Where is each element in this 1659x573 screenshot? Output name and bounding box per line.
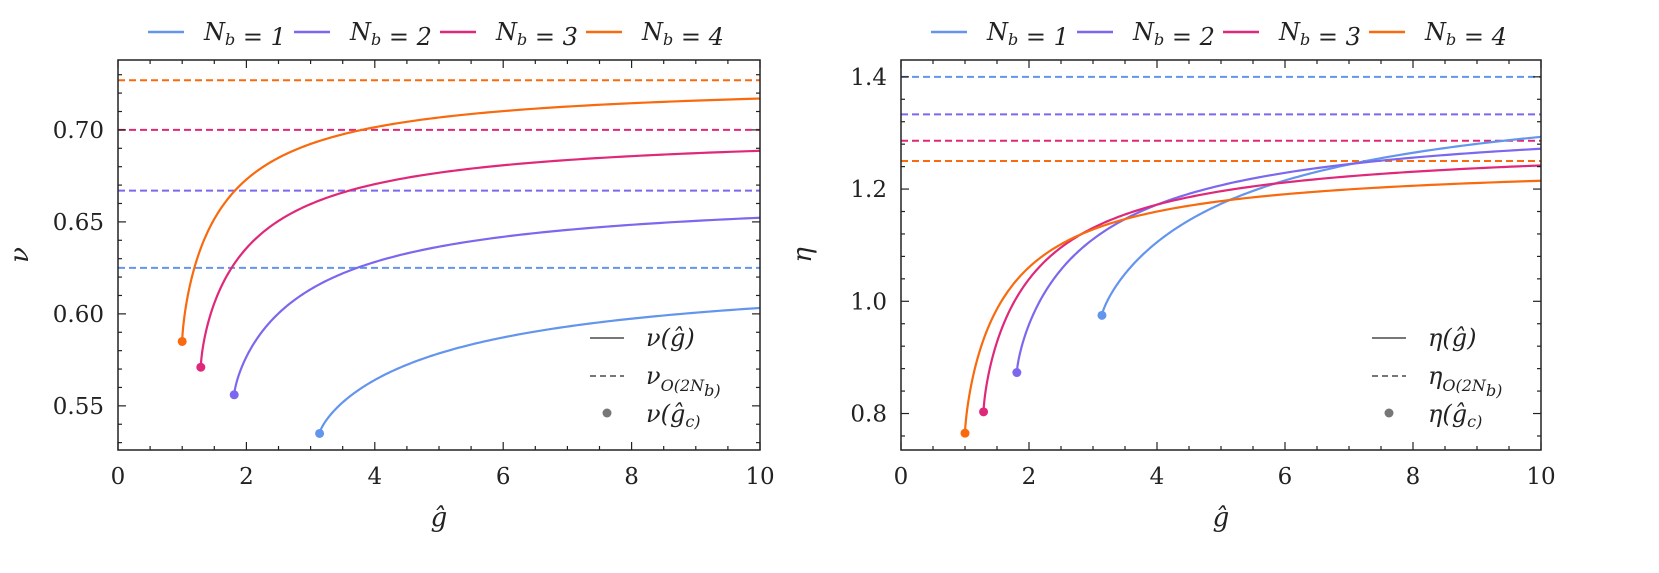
curve-nb1 <box>1100 135 1541 316</box>
y-tick-label: 1.4 <box>850 65 887 91</box>
legend-style-label-1: η(ĝ) <box>1428 324 1476 352</box>
x-tick-label: 10 <box>1526 464 1555 490</box>
legend-label-nb4: Nb = 4 <box>1424 18 1507 51</box>
critical-point-nb1 <box>315 428 325 438</box>
legend-style-label-1: ν(ĝ) <box>646 324 695 352</box>
y-tick-label: 0.55 <box>53 394 104 420</box>
legend-label-nb2: Nb = 2 <box>349 18 432 51</box>
critical-point-nb1 <box>1097 310 1107 320</box>
y-tick-label: 1.2 <box>850 177 887 203</box>
x-tick-label: 4 <box>1150 464 1165 490</box>
legend-label-nb4: Nb = 4 <box>641 18 724 51</box>
legend-label-nb1: Nb = 1 <box>986 18 1069 51</box>
curve-nb4 <box>181 97 760 342</box>
x-tick-label: 10 <box>745 464 774 490</box>
curve-nb4 <box>963 179 1541 434</box>
x-tick-label: 0 <box>894 464 909 490</box>
critical-point-nb3 <box>979 407 989 417</box>
legend-style-label-3: ν(ĝc) <box>646 400 701 431</box>
legend-label-nb2: Nb = 2 <box>1132 18 1215 51</box>
legend-label-nb1: Nb = 1 <box>203 18 286 51</box>
x-tick-label: 8 <box>624 464 639 490</box>
x-tick-label: 0 <box>111 464 126 490</box>
x-tick-label: 2 <box>1022 464 1037 490</box>
legend-style-label-2: νO(2Nb) <box>646 362 721 400</box>
x-axis-label: ĝ <box>1213 503 1230 533</box>
legend-label-nb3: Nb = 3 <box>495 18 578 51</box>
legend-style-label-3: η(ĝc) <box>1428 400 1482 431</box>
x-axis-label: ĝ <box>431 503 448 533</box>
critical-point-nb2 <box>229 390 239 400</box>
y-tick-label: 0.65 <box>53 210 104 236</box>
x-tick-label: 8 <box>1406 464 1421 490</box>
x-tick-label: 6 <box>1278 464 1293 490</box>
x-tick-label: 6 <box>496 464 511 490</box>
critical-point-nb2 <box>1012 368 1022 378</box>
chart-panel-2: 0 2 4 6 8 10 0.8 1.0 1.2 1.4 ĝ η Nb = 1 Nb = 2 Nb = 3 N… <box>788 18 1556 533</box>
y-axis-label: η <box>788 247 818 263</box>
legend-dot-swatch <box>1384 408 1394 418</box>
legend-style-label-2: ηO(2Nb) <box>1428 362 1502 400</box>
legend-dot-swatch <box>602 408 612 418</box>
x-tick-label: 2 <box>239 464 254 490</box>
critical-point-nb4 <box>960 428 970 438</box>
curve-nb3 <box>199 149 760 368</box>
curve-nb2 <box>1015 147 1541 373</box>
y-tick-label: 0.8 <box>850 402 887 428</box>
legend-label-nb3: Nb = 3 <box>1278 18 1361 51</box>
y-tick-label: 0.70 <box>53 118 104 144</box>
y-axis-label: ν <box>5 247 35 263</box>
curve-nb1 <box>318 306 760 434</box>
critical-point-nb3 <box>196 362 206 372</box>
y-tick-label: 0.60 <box>53 302 104 328</box>
critical-point-nb4 <box>177 336 187 346</box>
curve-nb2 <box>233 216 760 395</box>
chart-panel-1: 0 2 4 6 8 10 0.55 0.60 0.65 0.70 ĝ ν Nb = 1 Nb = 2 Nb … <box>5 18 775 533</box>
y-tick-label: 1.0 <box>850 289 887 315</box>
curve-nb3 <box>982 164 1541 412</box>
x-tick-label: 4 <box>367 464 382 490</box>
